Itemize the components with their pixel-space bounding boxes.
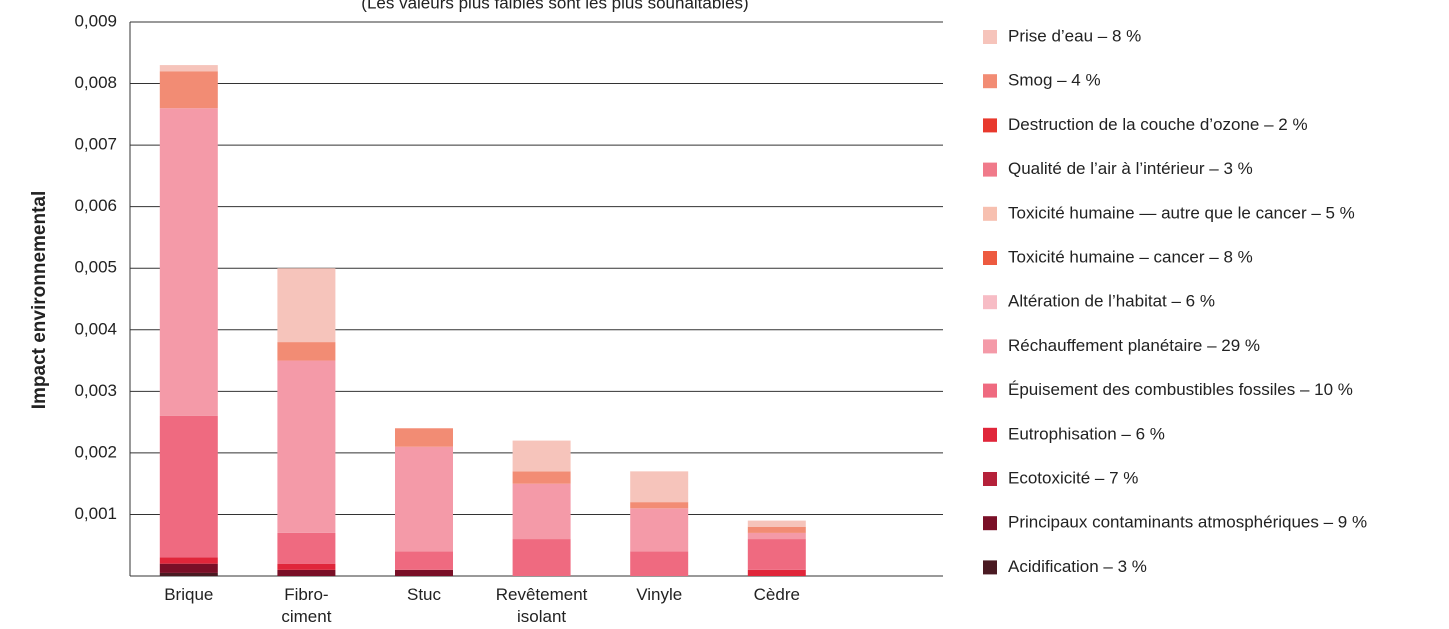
bar-segment xyxy=(630,551,689,576)
bar-segment xyxy=(747,532,806,540)
chart-subtitle: (Les valeurs plus faibles sont les plus … xyxy=(361,0,748,12)
legend-swatch xyxy=(983,516,997,531)
legend-label: Principaux contaminants atmosphériques –… xyxy=(1008,513,1367,532)
legend-swatch xyxy=(983,162,997,177)
legend-label: Épuisement des combustibles fossiles – 1… xyxy=(1008,380,1353,399)
y-tick-label: 0,004 xyxy=(74,319,117,338)
bar-segment xyxy=(630,502,689,509)
legend-label: Eutrophisation – 6 % xyxy=(1008,424,1165,443)
bar-segment xyxy=(395,428,453,447)
legend-label: Ecotoxicité – 7 % xyxy=(1008,468,1138,487)
bar-segment xyxy=(277,268,336,343)
bar-segment xyxy=(395,446,453,552)
bar-segment xyxy=(512,483,571,540)
legend-swatch xyxy=(983,560,997,575)
legend-label: Toxicité humaine — autre que le cancer –… xyxy=(1008,203,1355,222)
legend-swatch xyxy=(983,295,997,310)
y-tick-label: 0,005 xyxy=(74,258,117,277)
legend-label: Toxicité humaine – cancer – 8 % xyxy=(1008,247,1253,266)
bar-segment xyxy=(395,569,453,576)
x-tick-label: Brique xyxy=(164,585,213,604)
legend-label: Acidification – 3 % xyxy=(1008,557,1147,576)
bar-segment xyxy=(159,415,218,558)
bar-segment xyxy=(277,563,336,570)
bar-segment xyxy=(159,65,218,72)
y-tick-label: 0,009 xyxy=(74,11,117,30)
legend-label: Prise d’eau – 8 % xyxy=(1008,26,1141,45)
bar-segment xyxy=(747,526,806,533)
legend-label: Réchauffement planétaire – 29 % xyxy=(1008,336,1260,355)
legend-label: Altération de l’habitat – 6 % xyxy=(1008,292,1215,311)
legend-swatch xyxy=(983,206,997,221)
legend-swatch xyxy=(983,118,997,133)
x-tick-label: Cèdre xyxy=(754,585,800,604)
legend-swatch xyxy=(983,383,997,398)
bar-segment xyxy=(159,572,218,576)
bar-segment xyxy=(630,508,689,552)
y-tick-label: 0,006 xyxy=(74,196,117,215)
bar-segment xyxy=(159,557,218,564)
legend-swatch xyxy=(983,472,997,486)
bar-segment xyxy=(630,471,689,503)
legend-swatch xyxy=(983,251,997,265)
legend-label: Destruction de la couche d’ozone – 2 % xyxy=(1008,115,1308,134)
bar-segment xyxy=(159,108,218,416)
bar-segment xyxy=(277,342,336,361)
bar-segment xyxy=(277,569,336,576)
bar-segment xyxy=(277,532,336,564)
bar-segment xyxy=(747,569,806,576)
y-tick-label: 0,001 xyxy=(74,504,117,523)
y-tick-label: 0,002 xyxy=(74,442,117,461)
bar-segment xyxy=(747,520,806,527)
y-tick-label: 0,008 xyxy=(74,73,117,92)
x-tick-label: Fibro-ciment xyxy=(281,585,331,626)
x-tick-label: Stuc xyxy=(407,585,442,604)
legend-swatch xyxy=(983,339,997,354)
bar-segment xyxy=(159,563,218,573)
x-tick-label: Revêtement isolant xyxy=(496,585,588,626)
y-tick-label: 0,007 xyxy=(74,135,117,154)
legend-label: Smog – 4 % xyxy=(1008,71,1101,90)
bar-segment xyxy=(747,539,806,570)
bar-segment xyxy=(512,471,571,484)
legend-label: Qualité de l’air à l’intérieur – 3 % xyxy=(1008,159,1253,178)
bar-segment xyxy=(395,551,453,570)
legend-swatch xyxy=(983,74,997,89)
legend-swatch xyxy=(983,427,997,442)
x-tick-label: Vinyle xyxy=(636,585,682,604)
bar-segment xyxy=(512,539,571,576)
bar-segment xyxy=(512,440,571,472)
y-tick-label: 0,003 xyxy=(74,381,117,400)
bar-segment xyxy=(277,360,336,533)
y-axis-label: Impact environnemental xyxy=(29,191,50,410)
bar-segment xyxy=(159,71,218,109)
legend-swatch xyxy=(983,30,997,44)
